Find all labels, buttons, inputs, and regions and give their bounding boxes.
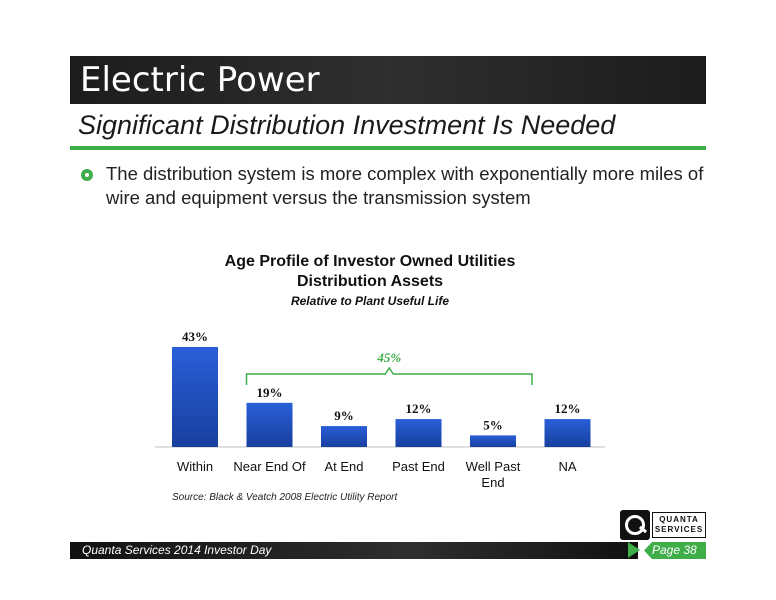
header-bar: Electric Power bbox=[70, 56, 706, 104]
value-label-5: 12% bbox=[555, 401, 581, 416]
category-label-5: NA bbox=[558, 459, 576, 474]
category-label-4-0: Well Past bbox=[466, 459, 521, 474]
bar-3 bbox=[395, 419, 442, 447]
logo-wordmark: QUANTA SERVICES bbox=[652, 512, 706, 538]
page-number-badge: Page 38 bbox=[644, 542, 706, 559]
category-label-3: Past End bbox=[392, 459, 445, 474]
bullet-icon bbox=[81, 169, 93, 181]
bar-2 bbox=[321, 426, 367, 447]
chart-subtitle: Relative to Plant Useful Life bbox=[290, 294, 450, 308]
page-number: Page 38 bbox=[652, 543, 697, 557]
q-logo-icon bbox=[620, 510, 650, 540]
bar-5 bbox=[544, 419, 591, 447]
value-label-0: 43% bbox=[182, 329, 208, 344]
value-label-2: 9% bbox=[334, 408, 354, 423]
footer-text: Quanta Services 2014 Investor Day bbox=[82, 543, 272, 557]
category-label-0: Within bbox=[177, 459, 213, 474]
bracket-label: 45% bbox=[376, 350, 401, 365]
bullet-text: The distribution system is more complex … bbox=[106, 163, 704, 208]
bracket-45pct bbox=[245, 366, 533, 385]
logo-line-1: QUANTA bbox=[659, 515, 699, 524]
green-divider bbox=[70, 146, 706, 150]
slide-title: Electric Power bbox=[80, 60, 320, 100]
bar-0 bbox=[172, 347, 218, 447]
footer-arrow-icon bbox=[628, 542, 640, 558]
quanta-logo: QUANTA SERVICES bbox=[620, 510, 706, 540]
chart-title-line-2: Distribution Assets bbox=[296, 273, 444, 290]
category-label-1: Near End Of bbox=[233, 459, 306, 474]
chart-title: Age Profile of Investor Owned Utilities … bbox=[170, 252, 570, 292]
footer-bar: Quanta Services 2014 Investor Day bbox=[70, 542, 638, 559]
value-label-1: 19% bbox=[257, 385, 283, 400]
bar-chart: 45% 43% Within 19% Near End Of 9% At End 12% Pa… bbox=[155, 329, 605, 490]
category-label-4-1: End bbox=[481, 475, 504, 490]
bar-4 bbox=[470, 435, 516, 447]
bars-group: 43% Within 19% Near End Of 9% At End 12% Past E… bbox=[172, 329, 591, 490]
bar-1 bbox=[246, 402, 293, 447]
chart-source: Source: Black & Veatch 2008 Electric Uti… bbox=[172, 492, 398, 503]
logo-line-2: SERVICES bbox=[654, 525, 704, 534]
value-label-4: 5% bbox=[483, 417, 503, 432]
value-label-3: 12% bbox=[406, 401, 432, 416]
category-label-2: At End bbox=[324, 459, 363, 474]
slide-subtitle: Significant Distribution Investment Is N… bbox=[78, 110, 616, 140]
chart-title-line-1: Age Profile of Investor Owned Utilities bbox=[224, 253, 516, 270]
